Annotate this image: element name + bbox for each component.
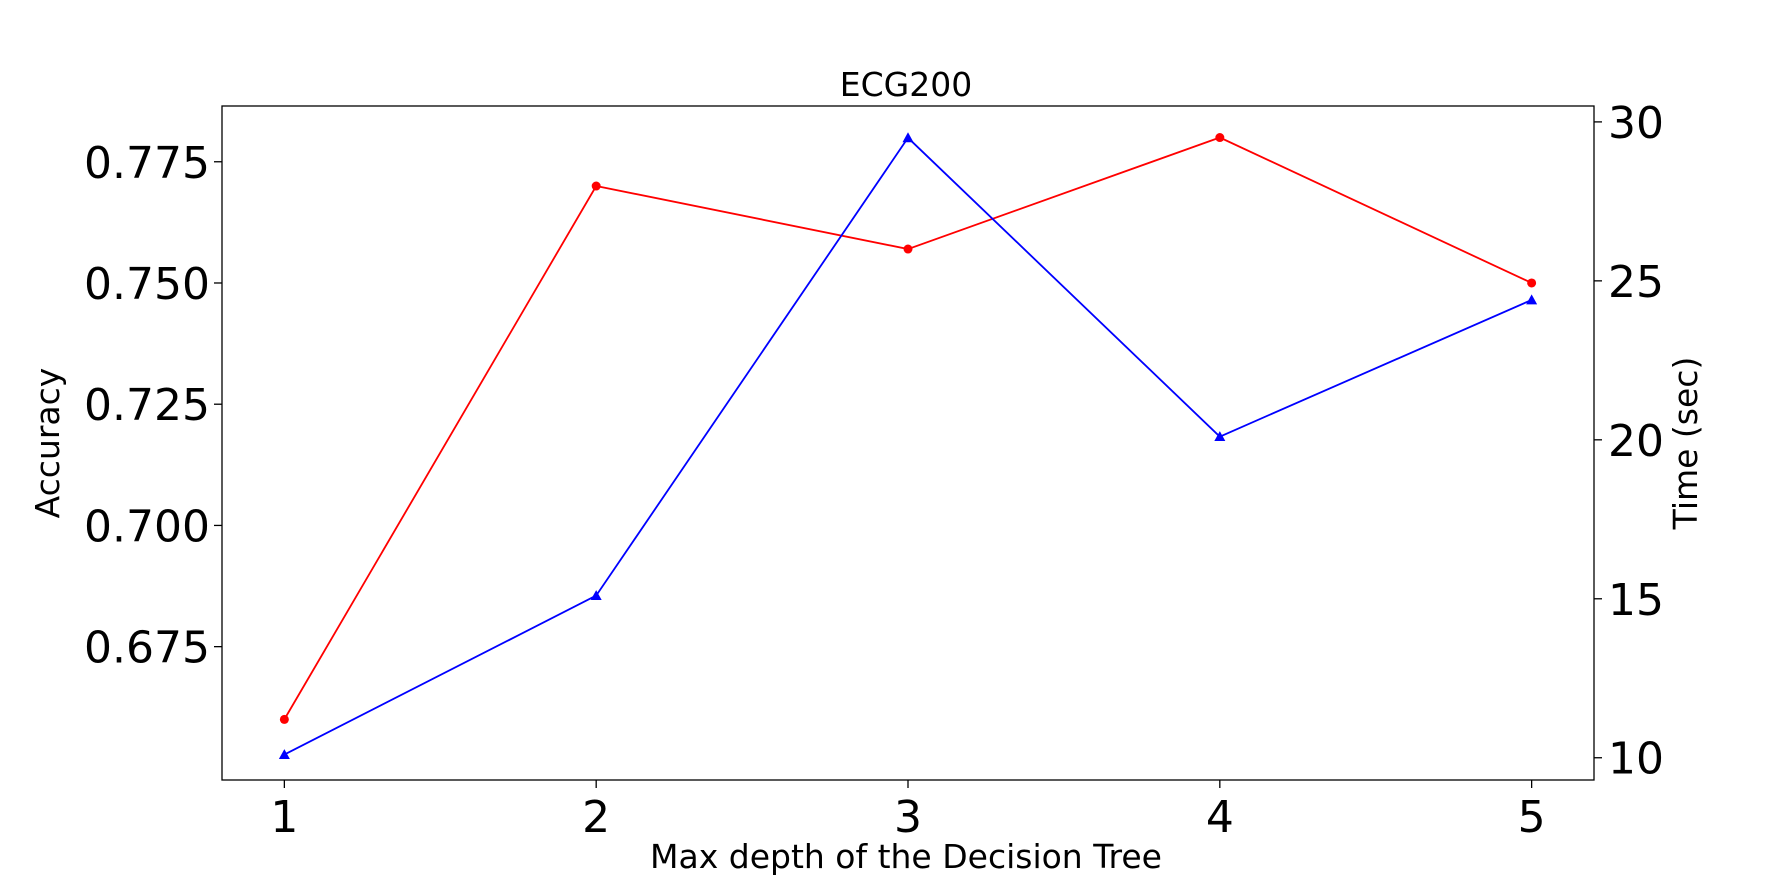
series-2-point — [590, 590, 602, 601]
x-tick-label: 2 — [582, 792, 610, 843]
y-tick-label: 0.750 — [84, 259, 210, 310]
y-axis-left: 0.675 0.700 0.725 0.750 0.775 — [84, 138, 222, 674]
plot-frame — [221, 105, 1595, 781]
x-axis: 1 2 3 4 5 — [270, 780, 1546, 843]
series-2-point — [1526, 294, 1538, 305]
y-tick-label: 0.700 — [84, 501, 210, 552]
series-group — [278, 132, 1538, 759]
x-axis-title: Max depth of the Decision Tree — [650, 837, 1162, 875]
y-tick-label: 0.725 — [84, 380, 210, 431]
series-1-point — [591, 181, 601, 191]
series-1-point — [279, 714, 289, 724]
y-right-tick-label: 30 — [1608, 98, 1664, 149]
x-tick-label: 3 — [894, 792, 922, 843]
y-right-tick-label: 10 — [1608, 734, 1664, 785]
y-tick-label: 0.675 — [84, 623, 210, 674]
y-tick-label: 0.775 — [84, 138, 210, 189]
series-1-point — [1215, 133, 1225, 143]
chart-title: ECG200 — [840, 65, 972, 104]
y-axis-title-right: Time (sec) — [1666, 357, 1705, 531]
y-right-tick-label: 25 — [1608, 257, 1664, 308]
x-tick-label: 5 — [1518, 792, 1546, 843]
x-tick-label: 1 — [270, 792, 298, 843]
y-axis-title-left: Accuracy — [28, 368, 67, 519]
series-line-1 — [283, 136, 1533, 720]
y-right-tick-label: 20 — [1608, 416, 1664, 467]
y-axis-right: 10 15 20 25 30 — [1594, 98, 1664, 785]
series-line-2 — [283, 136, 1532, 756]
series-2-point — [1214, 431, 1226, 442]
series-2-point — [278, 749, 290, 759]
x-tick-label: 4 — [1206, 792, 1234, 843]
series-2-point — [902, 132, 914, 143]
series-1-point — [1527, 278, 1537, 288]
y-right-tick-label: 15 — [1608, 575, 1664, 626]
series-1-point — [903, 244, 913, 254]
